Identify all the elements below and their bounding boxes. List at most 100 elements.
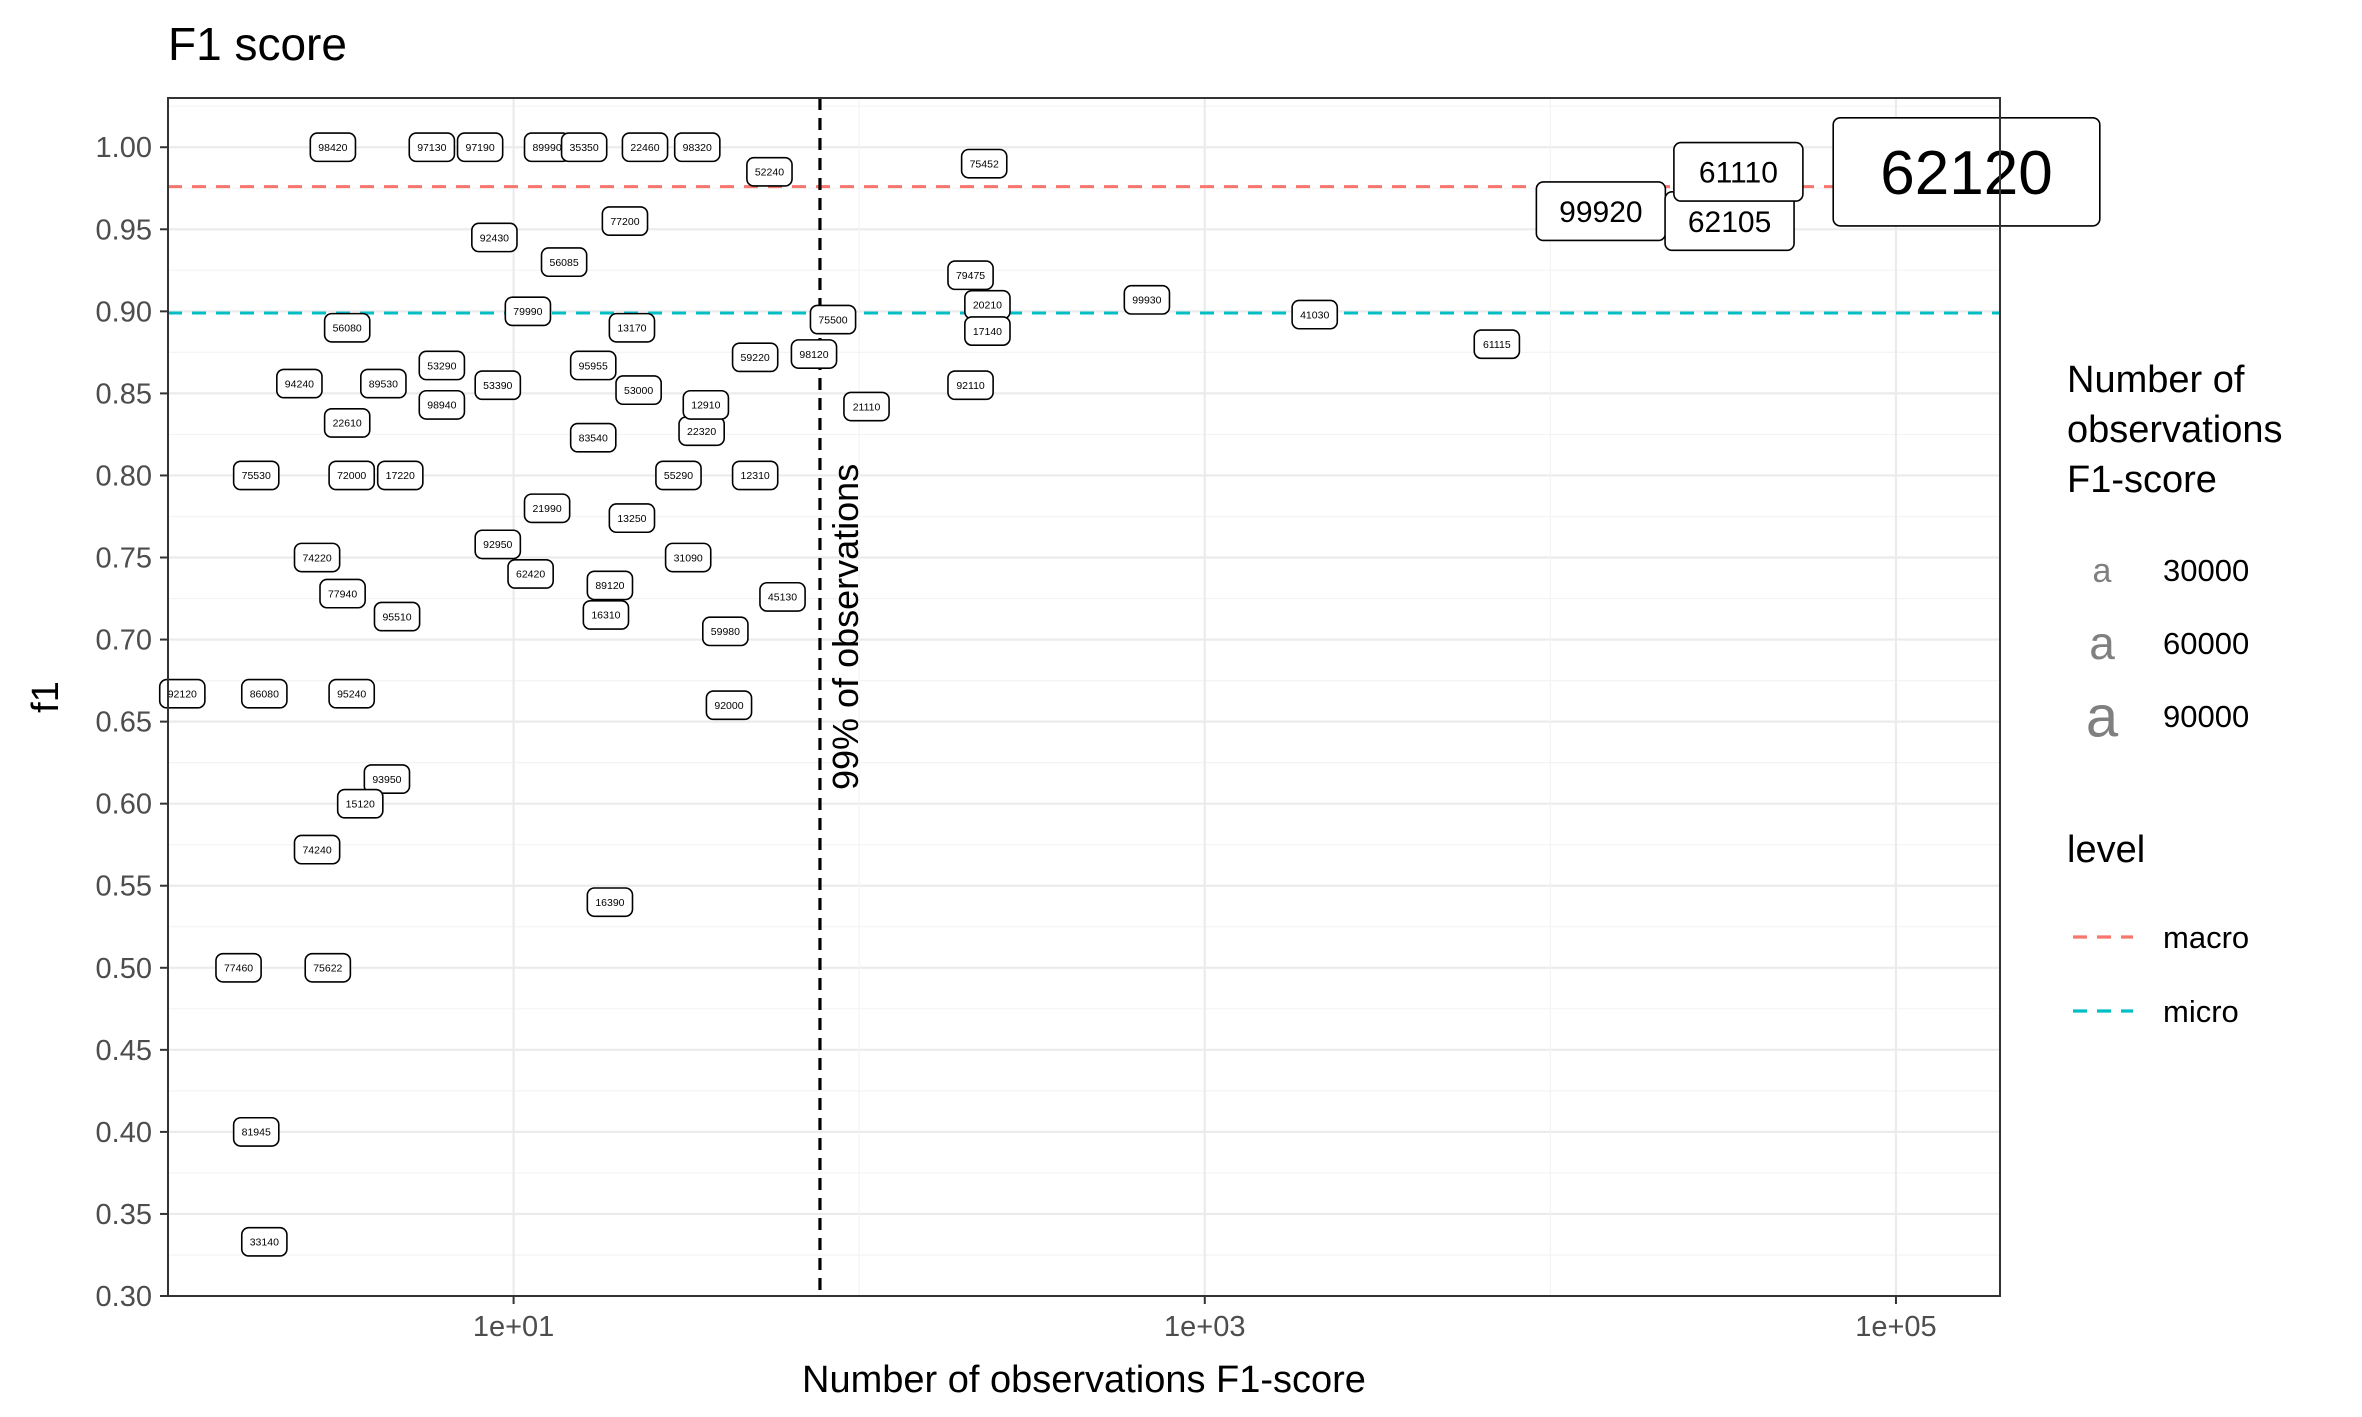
data-point-label: 89990 [532, 142, 561, 154]
size-legend-key: a [2089, 617, 2115, 669]
y-tick-label: 0.30 [96, 1281, 152, 1313]
data-point-label: 21990 [532, 503, 561, 515]
data-points: 98420 97130 97190 89990 35350 22460 98320 56080… [158, 116, 2101, 1257]
data-point-label: 74240 [302, 844, 331, 856]
data-point-label: 72000 [337, 470, 366, 482]
data-point-label: 89120 [595, 580, 624, 592]
data-point-label: 79990 [513, 306, 542, 318]
x-tick-label: 1e+03 [1164, 1311, 1245, 1343]
data-point-label: 95510 [382, 611, 411, 623]
data-point-label: 61115 [1483, 339, 1511, 351]
data-point: 15120 [336, 788, 384, 819]
data-point: 93950 [363, 764, 411, 794]
data-point: 86080 [240, 678, 288, 709]
x-tick-label: 1e+05 [1855, 1311, 1936, 1343]
data-point: 61110 [1673, 141, 1804, 202]
y-tick-label: 1.00 [96, 132, 152, 164]
size-legend-key: a [2086, 684, 2119, 749]
data-point-label: 92120 [168, 688, 197, 700]
data-point-label: 99920 [1559, 196, 1642, 229]
data-point-label: 16390 [595, 897, 624, 909]
data-point-label: 41030 [1300, 309, 1329, 321]
data-point: 33140 [240, 1226, 288, 1257]
data-point: 62420 [507, 558, 554, 589]
data-point-label: 61110 [1699, 157, 1778, 190]
data-point-label: 21110 [853, 401, 881, 413]
data-point: 62120 [1832, 116, 2101, 227]
level-legend-title: level [2067, 829, 2145, 871]
data-point: 77460 [215, 952, 262, 983]
grid-lines [167, 98, 2000, 1298]
data-point: 79475 [947, 260, 994, 291]
data-point-label: 59980 [711, 626, 740, 638]
data-point-label: 15120 [346, 798, 375, 810]
x-axis-title: Number of observations F1-score [802, 1359, 1366, 1401]
chart-title: F1 score [168, 18, 347, 70]
observations-annotation: 99% of observations [825, 464, 866, 790]
y-tick-label: 0.55 [96, 871, 152, 903]
data-point-label: 53390 [483, 380, 512, 392]
data-point: 89530 [360, 368, 407, 399]
reference-lines: 99% of observations [168, 98, 2000, 1296]
data-point: 75452 [960, 148, 1008, 179]
size-legend-label: 90000 [2163, 699, 2249, 734]
data-point: 75500 [809, 304, 857, 335]
data-point: 92110 [947, 370, 994, 401]
data-point-label: 95955 [579, 360, 608, 372]
data-point: 92950 [474, 529, 522, 560]
y-tick-label: 0.95 [96, 214, 152, 246]
data-point-label: 99930 [1132, 295, 1161, 307]
data-point: 31090 [664, 542, 712, 573]
data-point-label: 35350 [570, 142, 599, 154]
y-tick-label: 0.85 [96, 378, 152, 410]
data-point-label: 75452 [970, 158, 999, 170]
level-legend-label: macro [2163, 920, 2249, 955]
data-point-label: 13250 [617, 513, 646, 525]
data-point-label: 74220 [302, 552, 331, 564]
y-tick-label: 0.40 [96, 1117, 152, 1149]
data-point-label: 98940 [427, 400, 456, 412]
data-point-label: 95240 [337, 688, 366, 700]
data-point-label: 92000 [714, 700, 743, 712]
data-point: 74220 [293, 542, 341, 573]
data-point: 52240 [746, 156, 793, 187]
data-point: 77200 [601, 206, 649, 237]
data-point: 94240 [276, 368, 323, 399]
data-point: 16310 [582, 600, 630, 630]
data-point: 79990 [504, 296, 552, 327]
y-tick-label: 0.35 [96, 1199, 152, 1231]
data-point-label: 56085 [549, 257, 578, 269]
data-point: 83540 [569, 422, 617, 453]
data-point-label: 97130 [417, 142, 446, 154]
data-point: 41030 [1291, 299, 1339, 330]
data-point: 89120 [586, 570, 634, 601]
data-point-label: 17220 [386, 470, 415, 482]
data-point-label: 62120 [1880, 139, 2052, 208]
data-point: 17140 [964, 316, 1011, 346]
data-point-label: 89530 [369, 378, 398, 390]
data-point-label: 17140 [973, 326, 1002, 338]
data-point: 99920 [1535, 181, 1667, 242]
data-point-label: 75530 [242, 470, 271, 482]
data-point-label: 98320 [683, 142, 712, 154]
data-point: 98420 [309, 132, 357, 163]
plot-background [168, 98, 2000, 1296]
data-point-label: 98120 [799, 349, 828, 361]
data-point: 92120 [158, 678, 206, 709]
data-point-label: 86080 [250, 688, 279, 700]
data-point-label: 83540 [579, 432, 608, 444]
data-point: 61115 [1473, 329, 1521, 360]
data-point-label: 22610 [333, 418, 362, 430]
data-point-label: 33140 [250, 1237, 279, 1249]
data-point: 21110 [843, 391, 890, 422]
level-legend-label: micro [2163, 994, 2239, 1029]
data-point: 98940 [418, 389, 466, 420]
data-point: 13250 [608, 503, 656, 534]
data-point-label: 55290 [664, 470, 693, 482]
data-point-label: 93950 [372, 774, 401, 786]
data-point: 16390 [586, 887, 634, 918]
data-point: 17220 [376, 460, 424, 491]
data-point-label: 79475 [956, 270, 985, 282]
data-point-label: 13170 [617, 323, 646, 335]
